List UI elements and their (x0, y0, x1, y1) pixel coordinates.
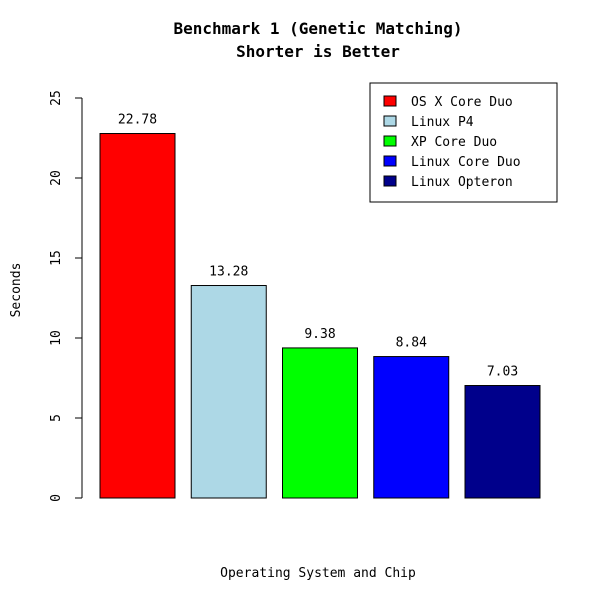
y-tick-label: 10 (49, 330, 64, 346)
bar (464, 385, 541, 499)
legend-swatch (383, 175, 397, 187)
bar (99, 133, 176, 499)
chart-title: Benchmark 1 (Genetic Matching) (174, 19, 463, 38)
value-labels-group: 22.78 13.28 9.38 8.84 7.03 (118, 113, 518, 380)
bar-value-label: 22.78 (118, 113, 157, 128)
y-axis: 0 5 10 15 20 25 (49, 90, 83, 502)
x-axis-label: Operating System and Chip (220, 566, 416, 581)
legend-label: XP Core Duo (411, 135, 497, 150)
y-tick-label: 15 (49, 250, 64, 266)
legend-label: Linux Opteron (411, 175, 513, 190)
legend-items: OS X Core Duo Linux P4 XP Core Duo Linux Co… (383, 95, 521, 190)
bars-group (99, 133, 541, 499)
bar (282, 347, 358, 499)
bar-value-label: 8.84 (396, 336, 427, 351)
y-tick-label: 25 (49, 90, 64, 106)
y-tick-label: 0 (49, 494, 64, 502)
legend-swatch (383, 155, 397, 167)
y-axis-label: Seconds (9, 263, 24, 318)
bar-value-label: 9.38 (304, 327, 335, 342)
legend-label: Linux P4 (411, 115, 474, 130)
legend-label: Linux Core Duo (411, 155, 521, 170)
legend-box (369, 82, 558, 203)
bar (373, 356, 450, 499)
legend-swatch (383, 115, 397, 127)
bar-value-label: 7.03 (487, 365, 518, 380)
legend-swatch (383, 95, 397, 107)
chart-subtitle: Shorter is Better (236, 42, 400, 61)
y-tick-label: 20 (49, 170, 64, 186)
legend: OS X Core Duo Linux P4 XP Core Duo Linux Co… (369, 82, 558, 203)
bar-value-label: 13.28 (209, 265, 248, 280)
legend-swatch (383, 135, 397, 147)
bar (190, 285, 267, 499)
legend-label: OS X Core Duo (411, 95, 513, 110)
y-tick-label: 5 (49, 414, 64, 422)
